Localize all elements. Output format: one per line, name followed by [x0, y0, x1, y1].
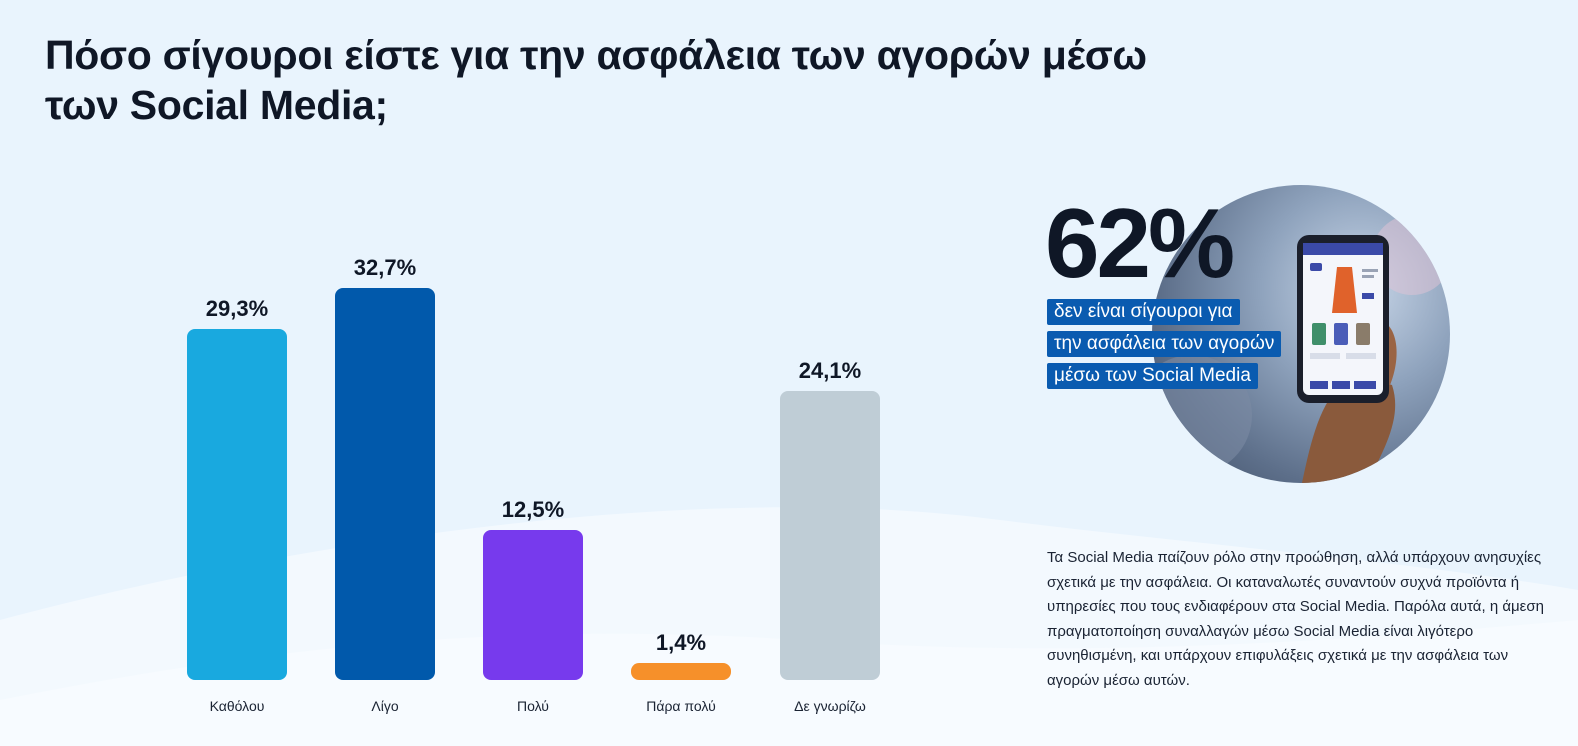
- bar-value-label: 12,5%: [501, 497, 565, 523]
- bar-value-label: 24,1%: [798, 358, 862, 384]
- phone-in-hand-illustration: [1152, 215, 1450, 483]
- highlight-line-1: δεν είναι σίγουροι για: [1047, 299, 1240, 325]
- category-label: Καθόλου: [209, 698, 265, 714]
- page-title: Πόσο σίγουροι είστε για την ασφάλεια των…: [45, 32, 1147, 128]
- bar: [780, 391, 880, 680]
- category-label: Πολύ: [517, 698, 549, 714]
- category-label: Δε γνωρίζω: [794, 698, 866, 714]
- bar: [483, 530, 583, 680]
- description-paragraph: Τα Social Media παίζουν ρόλο στην προώθη…: [1047, 549, 1544, 689]
- bar-value-label: 1,4%: [655, 630, 707, 656]
- highlight-line-3: μέσω των Social Media: [1047, 363, 1258, 389]
- bar: [631, 663, 731, 680]
- bar-value-label: 29,3%: [205, 295, 269, 321]
- bar: [187, 328, 287, 680]
- highlight-stat: 62%: [1045, 188, 1235, 298]
- bar: [335, 288, 435, 680]
- category-label: Λίγο: [371, 698, 399, 714]
- category-label: Πάρα πολύ: [646, 698, 716, 714]
- highlight-line-2: την ασφάλεια των αγορών: [1047, 331, 1282, 357]
- bar-chart: 29,3% Καθόλου 32,7% Λίγο 12,5% Πολύ 1,4% Πάρα π…: [187, 255, 880, 714]
- bar-value-label: 32,7%: [353, 255, 417, 280]
